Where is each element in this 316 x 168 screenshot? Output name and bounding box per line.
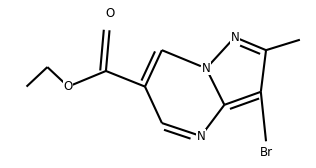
Text: Br: Br: [259, 146, 273, 159]
Text: N: N: [230, 31, 239, 44]
Text: O: O: [64, 80, 73, 93]
Text: N: N: [197, 130, 205, 143]
Text: N: N: [202, 62, 210, 75]
Text: O: O: [105, 7, 114, 20]
